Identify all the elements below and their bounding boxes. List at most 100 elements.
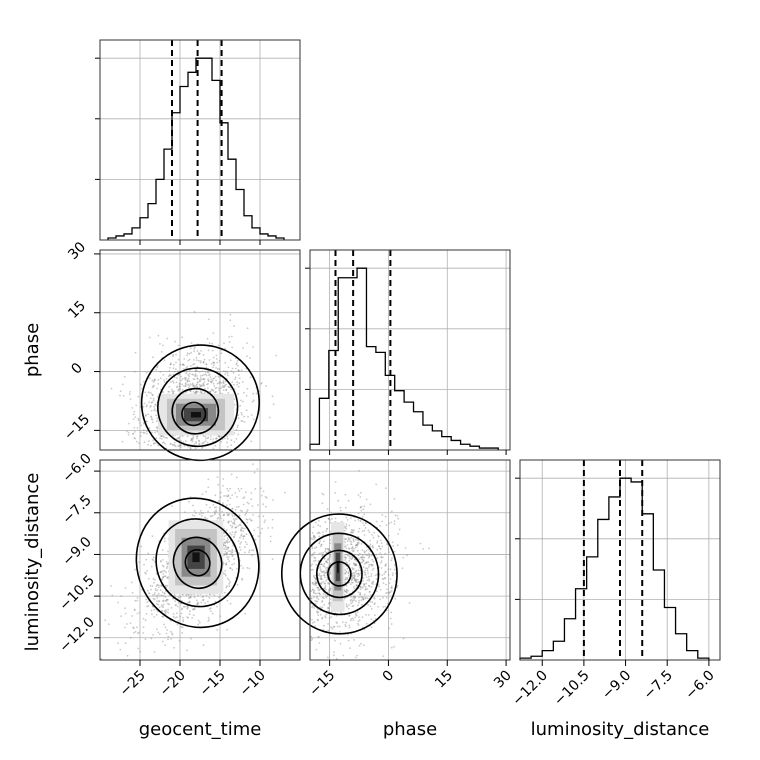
scatter-point <box>161 578 163 581</box>
scatter-point <box>346 544 349 546</box>
scatter-point <box>320 544 323 546</box>
scatter-point <box>132 413 135 416</box>
scatter-point <box>402 556 405 559</box>
scatter-point <box>187 606 189 609</box>
scatter-point <box>195 369 197 372</box>
scatter-point <box>226 541 229 544</box>
scatter-point <box>381 574 384 577</box>
scatter-point <box>173 363 175 366</box>
scatter-point <box>381 578 384 580</box>
scatter-point <box>363 571 366 574</box>
scatter-point <box>198 353 200 356</box>
scatter-point <box>185 594 188 596</box>
scatter-point <box>223 541 226 544</box>
scatter-point <box>314 582 317 585</box>
scatter-point <box>354 564 357 567</box>
quantile-lines <box>171 40 223 240</box>
scatter-point <box>362 598 365 600</box>
scatter-point <box>180 375 182 378</box>
scatter-point <box>358 469 361 472</box>
scatter-point <box>161 435 164 438</box>
scatter-point <box>208 597 211 599</box>
scatter-point <box>316 597 318 599</box>
scatter-point <box>257 526 259 529</box>
scatter-point <box>345 576 347 579</box>
scatter-point <box>311 545 314 548</box>
scatter-point <box>239 524 242 526</box>
scatter-point <box>170 638 173 640</box>
scatter-point <box>242 535 245 537</box>
scatter-point <box>204 516 207 519</box>
scatter-point <box>358 599 360 602</box>
scatter-point <box>233 522 236 524</box>
scatter-point <box>365 576 368 578</box>
scatter-point <box>187 386 190 389</box>
scatter-point <box>137 395 140 398</box>
scatter-point <box>224 541 227 544</box>
scatter-point <box>324 582 326 585</box>
scatter-point <box>156 417 159 419</box>
scatter-point <box>318 572 321 575</box>
contour-mid <box>171 387 220 435</box>
scatter-point <box>225 529 228 531</box>
scatter-point <box>196 437 198 440</box>
scatter-point <box>349 583 352 586</box>
scatter-point <box>232 521 235 524</box>
scatter-point <box>347 537 350 539</box>
scatter-point <box>344 529 346 532</box>
scatter-point <box>325 613 328 616</box>
scatter-point <box>218 596 221 599</box>
contours <box>280 513 398 635</box>
scatter-point <box>193 510 196 512</box>
scatter-point <box>161 610 164 612</box>
scatter-point <box>225 370 228 373</box>
scatter-point <box>321 563 324 566</box>
scatter-point <box>194 374 197 377</box>
scatter-point <box>371 544 374 547</box>
scatter-point <box>373 603 376 605</box>
scatter-point <box>214 513 216 516</box>
scatter-point <box>206 437 209 440</box>
scatter-point <box>354 656 357 659</box>
scatter-point <box>348 615 351 617</box>
scatter-point <box>357 569 360 572</box>
contour-mid2 <box>299 532 380 616</box>
scatter-point <box>318 535 321 538</box>
scatter-point <box>147 391 150 394</box>
scatter-point <box>144 619 147 622</box>
scatter-point <box>368 591 371 593</box>
scatter-point <box>226 585 228 588</box>
scatter-point <box>363 505 366 508</box>
scatter-point <box>257 535 260 538</box>
scatter-point <box>110 585 112 587</box>
scatter-point <box>195 356 198 359</box>
scatter-point <box>362 560 365 562</box>
scatter-point <box>355 579 358 581</box>
scatter-point <box>350 602 352 605</box>
scatter-point <box>204 373 207 376</box>
scatter-point <box>248 567 251 570</box>
scatter-point <box>246 518 249 521</box>
scatter-point <box>182 363 184 366</box>
scatter-point <box>217 387 220 390</box>
scatter-point <box>201 514 203 517</box>
scatter-point <box>222 485 224 487</box>
scatter-point <box>231 515 234 517</box>
scatter-point <box>351 599 354 602</box>
scatter-point <box>347 572 350 574</box>
scatter-point <box>326 561 329 564</box>
y-tick-label: 0 <box>68 360 86 378</box>
scatter-point <box>195 390 198 393</box>
scatter-point <box>327 582 329 584</box>
scatter-point <box>230 520 233 523</box>
scatter-point <box>353 639 355 641</box>
scatter-point <box>236 426 239 428</box>
scatter-point <box>329 518 331 521</box>
scatter-point <box>124 642 127 645</box>
scatter-point <box>159 589 162 592</box>
scatter-point <box>230 551 233 553</box>
scatter-point <box>214 600 217 603</box>
scatter-point <box>312 526 315 529</box>
scatter-point <box>366 567 369 570</box>
scatter-point <box>182 363 185 366</box>
